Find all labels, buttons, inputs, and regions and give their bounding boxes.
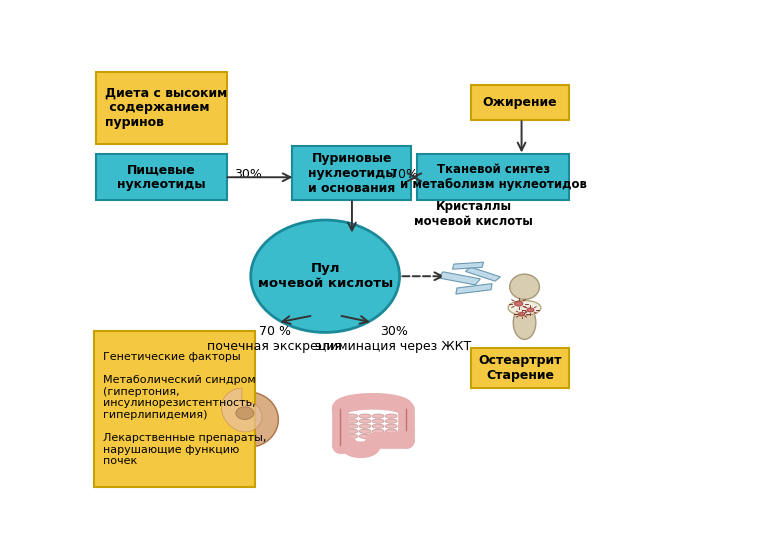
Ellipse shape [527, 308, 534, 312]
Ellipse shape [386, 419, 397, 423]
Polygon shape [438, 272, 480, 285]
Ellipse shape [346, 424, 358, 428]
Ellipse shape [386, 424, 397, 428]
Ellipse shape [346, 414, 358, 418]
Ellipse shape [250, 220, 399, 333]
FancyBboxPatch shape [471, 85, 569, 120]
Ellipse shape [515, 301, 523, 306]
Ellipse shape [386, 434, 397, 438]
FancyBboxPatch shape [418, 154, 569, 200]
FancyBboxPatch shape [96, 72, 227, 143]
Ellipse shape [359, 419, 371, 423]
Ellipse shape [372, 424, 384, 428]
Polygon shape [221, 388, 262, 432]
Ellipse shape [508, 300, 541, 315]
Text: 30%: 30% [233, 168, 262, 182]
Ellipse shape [359, 434, 371, 438]
Ellipse shape [513, 306, 536, 339]
Ellipse shape [346, 434, 358, 438]
Text: 70 %
почечная экскреция: 70 % почечная экскреция [207, 325, 342, 353]
Polygon shape [465, 267, 501, 281]
Polygon shape [236, 407, 253, 420]
Ellipse shape [372, 414, 384, 418]
Ellipse shape [510, 274, 539, 299]
FancyBboxPatch shape [94, 331, 255, 487]
Ellipse shape [346, 429, 358, 433]
Ellipse shape [386, 414, 397, 418]
Text: Остеартрит
Старение: Остеартрит Старение [478, 354, 562, 382]
Ellipse shape [359, 424, 371, 428]
FancyBboxPatch shape [96, 154, 227, 200]
Text: Пищевые
нуклеотиды: Пищевые нуклеотиды [118, 163, 206, 191]
Polygon shape [452, 262, 484, 269]
FancyBboxPatch shape [471, 348, 569, 388]
Ellipse shape [359, 414, 371, 418]
Polygon shape [205, 368, 278, 447]
Text: Тканевой синтез
и метаболизм нуклеотидов: Тканевой синтез и метаболизм нуклеотидов [400, 163, 587, 191]
Text: Пуриновые
нуклеотиды
и основания: Пуриновые нуклеотиды и основания [308, 152, 396, 195]
Text: Генетические факторы

Метаболический синдром
(гипертония,
инсулинорезистентность: Генетические факторы Метаболический синд… [103, 352, 266, 466]
Ellipse shape [346, 419, 358, 423]
Text: Диета с высоким
 содержанием
пуринов: Диета с высоким содержанием пуринов [105, 86, 227, 129]
Text: Ожирение: Ожирение [483, 96, 558, 109]
Ellipse shape [372, 429, 384, 433]
Ellipse shape [518, 312, 525, 316]
FancyBboxPatch shape [293, 146, 412, 200]
Text: 70%: 70% [390, 168, 419, 182]
Ellipse shape [359, 429, 371, 433]
Ellipse shape [386, 429, 397, 433]
Text: Кристаллы
мочевой кислоты: Кристаллы мочевой кислоты [415, 200, 533, 228]
Polygon shape [456, 283, 492, 294]
Text: 30%
элиминация через ЖКТ: 30% элиминация через ЖКТ [316, 325, 472, 353]
Ellipse shape [372, 419, 384, 423]
Ellipse shape [372, 434, 384, 438]
Text: Пул
мочевой кислоты: Пул мочевой кислоты [257, 262, 392, 290]
